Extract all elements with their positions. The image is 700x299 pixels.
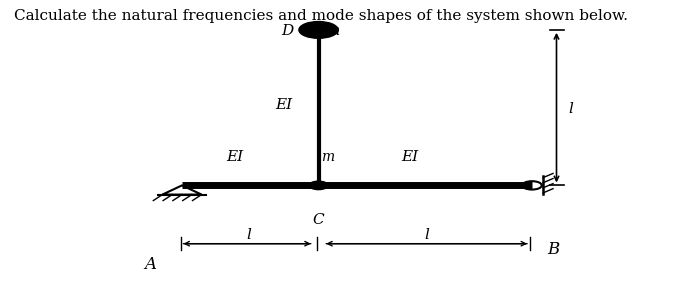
Text: D: D <box>281 25 293 38</box>
Text: B: B <box>547 241 559 258</box>
Text: m: m <box>321 150 334 164</box>
Text: l: l <box>425 228 429 242</box>
Text: l: l <box>246 228 251 242</box>
Circle shape <box>299 22 338 38</box>
Text: m: m <box>326 25 339 38</box>
Text: C: C <box>313 213 324 227</box>
Text: EI: EI <box>275 98 292 112</box>
Text: Calculate the natural frequencies and mode shapes of the system shown below.: Calculate the natural frequencies and mo… <box>14 9 628 23</box>
Text: l: l <box>568 102 573 116</box>
Text: EI: EI <box>401 150 418 164</box>
Text: EI: EI <box>226 150 243 164</box>
Text: A: A <box>144 256 157 273</box>
